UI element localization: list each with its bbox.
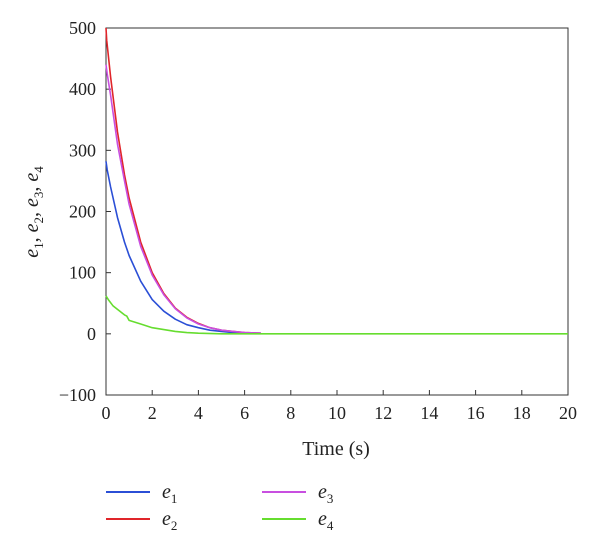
legend-item-e1: e1	[106, 481, 177, 506]
x-tick-label: 6	[240, 403, 249, 423]
series-line-e4	[105, 295, 568, 335]
x-tick-label: 18	[513, 403, 531, 423]
series-line-e3	[105, 64, 261, 334]
x-tick-label: 20	[559, 403, 577, 423]
ticks-layer: 0 2 4 6 8 10 12 14 16 18 20 500 400 300 200 100 0 −100	[59, 18, 577, 423]
x-tick-label: 12	[374, 403, 392, 423]
svg-text:e1, e2, e3,: e1, e2, e3, e4	[21, 166, 46, 258]
y-tick-label: 0	[87, 324, 96, 344]
plot-area	[105, 27, 569, 396]
x-axis-title: Time (s)	[302, 438, 370, 460]
y-axis-title: e1, e2, e3, e4	[21, 166, 46, 258]
legend-item-e2: e2	[106, 508, 177, 533]
x-tick-label: 8	[286, 403, 295, 423]
series-line-e2	[105, 27, 261, 334]
legend-item-e4: e4	[262, 508, 334, 533]
y-tick-label: 500	[69, 18, 96, 38]
y-tick-label: 400	[69, 79, 96, 99]
y-tick-label: 100	[69, 263, 96, 283]
series-line-e1	[105, 161, 261, 334]
x-tick-label: 16	[467, 403, 485, 423]
legend-label-e4: e4	[318, 508, 334, 533]
x-tick-label: 14	[420, 403, 438, 423]
y-tick-label: −100	[59, 385, 96, 405]
y-tick-label: 300	[69, 140, 96, 160]
x-tick-label: 4	[194, 403, 203, 423]
series-layer	[105, 27, 568, 335]
legend-label-e1: e1	[162, 481, 177, 506]
y-tick-label: 200	[69, 202, 96, 222]
x-tick-label: 10	[328, 403, 346, 423]
legend-label-e3: e3	[318, 481, 333, 506]
x-tick-label: 2	[148, 403, 157, 423]
legend-item-e3: e3	[262, 481, 333, 506]
legend-label-e2: e2	[162, 508, 177, 533]
x-tick-label: 0	[102, 403, 111, 423]
